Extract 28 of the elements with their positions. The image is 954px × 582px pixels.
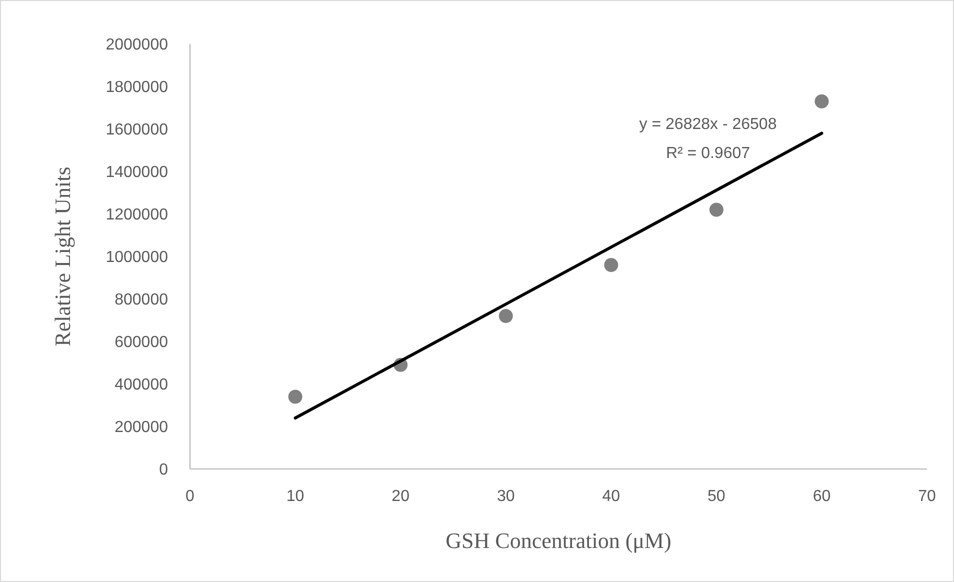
y-tick-label: 800000	[114, 292, 168, 309]
y-tick-label: 1200000	[106, 206, 168, 224]
x-tick-label: 50	[708, 488, 726, 505]
point	[709, 202, 724, 217]
x-tick-label: 40	[602, 488, 620, 505]
y-tick-label: 400000	[114, 376, 168, 394]
annotation: y = 26828x - 26508	[639, 116, 777, 133]
y-tick-label: 600000	[114, 334, 168, 352]
annotation: R² = 0.9607	[666, 145, 750, 162]
point	[498, 309, 513, 323]
x-tick-label: 60	[812, 488, 831, 505]
y-tick-label: 200000	[114, 419, 168, 436]
y-tick-label: 1800000	[106, 79, 168, 96]
y-tick-label: 1600000	[106, 122, 168, 139]
y-tick-label: 1400000	[106, 164, 168, 182]
point	[604, 258, 618, 272]
y-axis-title: Relative Light Units	[50, 166, 75, 346]
y-tick-label: 0	[159, 462, 168, 479]
x-tick-label: 30	[496, 488, 515, 505]
x-tick-label: 10	[286, 488, 304, 505]
x-tick-label: 70	[918, 488, 936, 505]
point	[288, 390, 302, 404]
y-tick-label: 1000000	[106, 249, 168, 266]
point	[814, 94, 829, 108]
x-tick-label: 20	[392, 488, 410, 505]
y-tick-label: 2000000	[106, 36, 168, 54]
x-axis-title: GSH Concentration (μM)	[446, 528, 672, 553]
x-tick-label: 0	[186, 488, 195, 505]
